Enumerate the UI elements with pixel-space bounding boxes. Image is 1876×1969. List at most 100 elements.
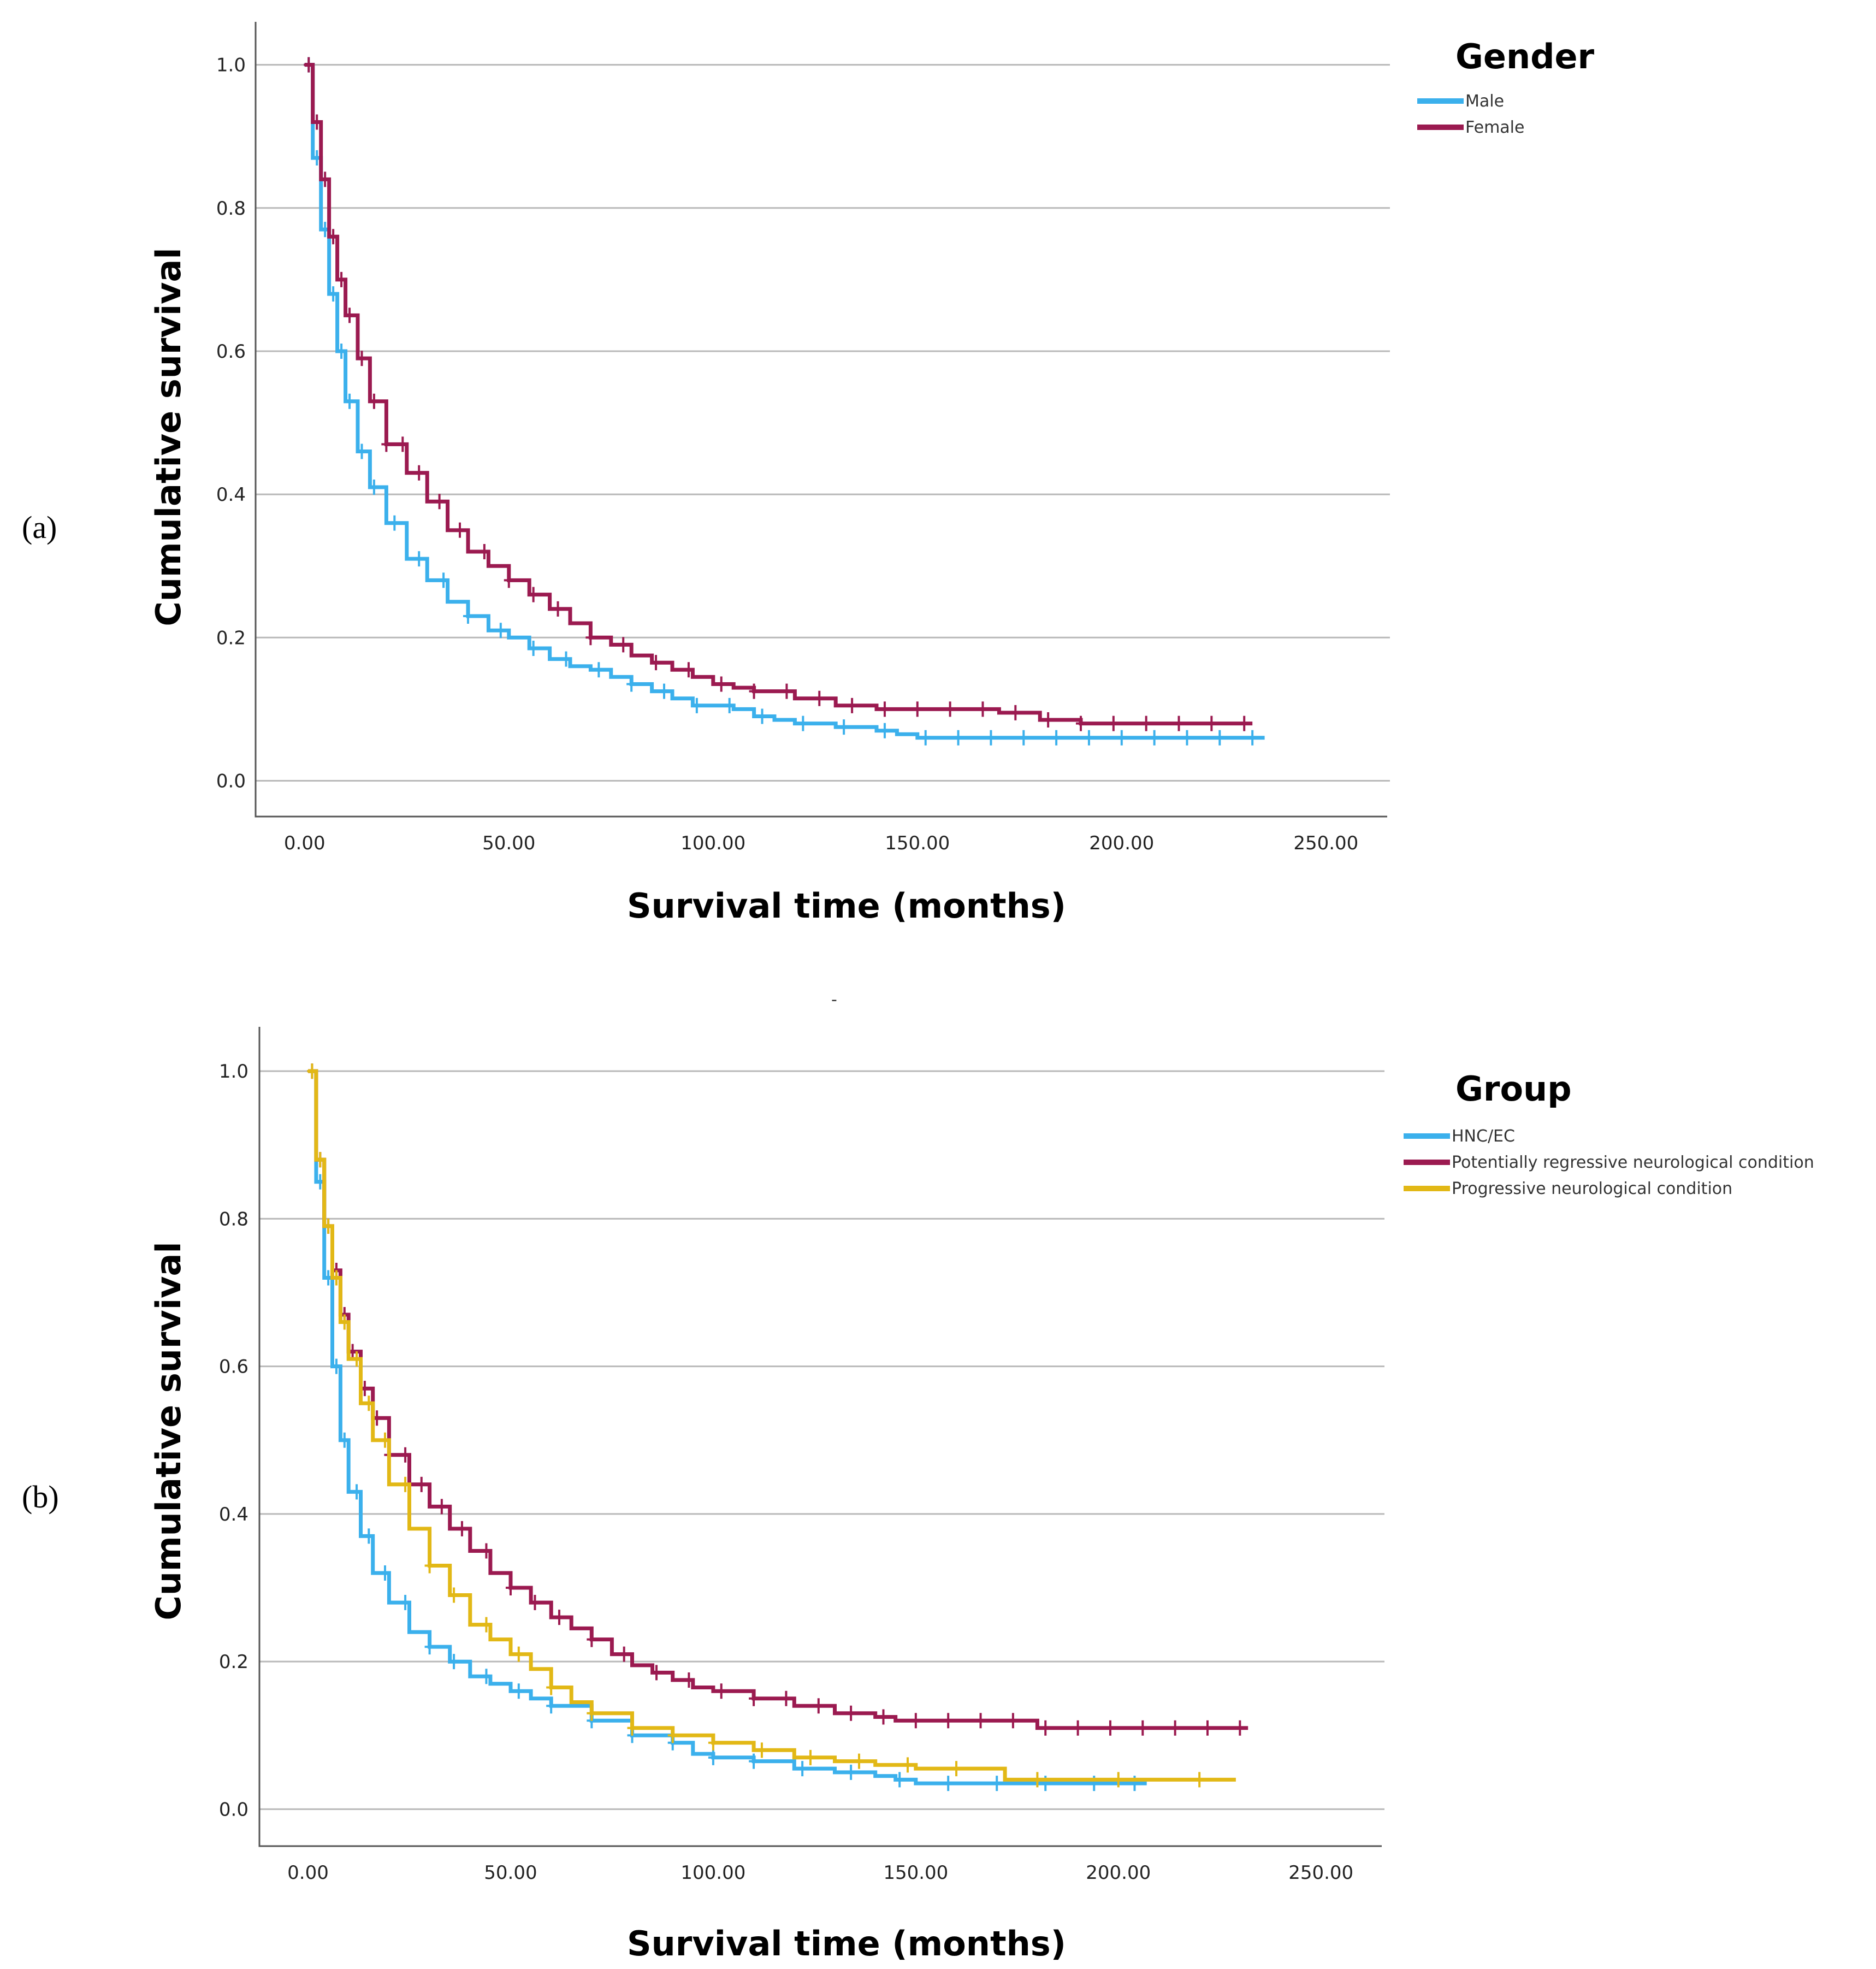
censor-mark	[1032, 1772, 1043, 1788]
censor-mark	[684, 1672, 694, 1688]
censor-mark	[481, 1617, 492, 1633]
legend-entry-label: Male	[1465, 92, 1504, 111]
censor-mark	[1170, 1720, 1180, 1736]
censor-mark	[626, 676, 637, 692]
survival-chart-gender: (a) 0.0 0.2 0.4 0.6 0.8 1.0 0.00 50.00 100.00 15…	[22, 22, 1595, 926]
x-tick-label: 250.00	[1293, 832, 1358, 854]
censor-mark	[749, 1753, 759, 1769]
censor-mark	[495, 623, 506, 638]
censor-mark	[1108, 716, 1119, 731]
stray-dash-mark: -	[831, 990, 837, 1009]
censor-mark	[479, 544, 489, 559]
censor-mark	[345, 393, 355, 409]
censor-mark	[1141, 716, 1151, 731]
censor-mark	[594, 662, 604, 678]
axis-frame	[255, 22, 1387, 818]
series-group	[304, 57, 1265, 746]
censor-mark	[978, 701, 988, 717]
censor-mark	[528, 640, 538, 656]
x-tick-label: 150.00	[883, 1862, 948, 1884]
censor-mark	[651, 655, 661, 671]
censor-mark	[439, 572, 449, 588]
legend: HNC/EC Potentially regressive neurologica…	[1404, 1127, 1814, 1198]
censor-mark	[782, 683, 792, 699]
censor-mark	[1235, 1720, 1245, 1736]
censor-mark	[455, 522, 465, 538]
x-tick-label: 0.00	[284, 832, 326, 854]
censor-mark	[1202, 1720, 1212, 1736]
censor-mark	[1149, 730, 1159, 746]
x-tick-label: 50.00	[484, 1862, 537, 1884]
censor-mark	[587, 1631, 597, 1647]
series-male	[304, 57, 1265, 746]
censor-mark	[320, 172, 330, 187]
censor-mark	[920, 730, 931, 746]
y-axis-ticks: 0.0 0.2 0.4 0.6 0.8 1.0	[216, 55, 246, 793]
censor-mark	[328, 286, 339, 302]
censor-mark	[585, 630, 596, 646]
censor-mark	[315, 1152, 326, 1168]
legend-entry-label: Potentially regressive neurological cond…	[1452, 1153, 1814, 1172]
legend-entry-label: Progressive neurological condition	[1452, 1179, 1732, 1198]
series-group	[307, 1063, 1248, 1791]
y-tick-label: 0.4	[219, 1504, 248, 1525]
censor-mark	[380, 1432, 390, 1448]
y-tick-label: 0.0	[216, 770, 246, 792]
censor-mark	[530, 1595, 540, 1611]
censor-mark	[339, 1314, 350, 1330]
censor-mark	[1247, 730, 1258, 746]
series-potentially-regressive-neurological-condition	[307, 1063, 1248, 1736]
series-progressive-neurological-condition	[307, 1063, 1236, 1788]
censor-mark	[691, 697, 702, 713]
censor-mark	[716, 1683, 726, 1699]
y-tick-label: 0.6	[216, 341, 246, 363]
censor-mark	[554, 1610, 564, 1625]
x-tick-label: 50.00	[482, 832, 535, 854]
censor-mark	[619, 1646, 629, 1662]
censor-mark	[357, 351, 367, 366]
censor-mark	[381, 436, 392, 452]
censor-mark	[380, 1565, 390, 1581]
censor-mark	[416, 1476, 427, 1492]
series-hnc-ec	[307, 1063, 1147, 1791]
y-tick-label: 0.6	[219, 1356, 248, 1378]
censor-mark	[910, 1713, 921, 1729]
censor-mark	[1040, 1720, 1051, 1736]
censor-mark	[708, 1749, 718, 1765]
censor-mark	[398, 436, 408, 452]
censor-mark	[813, 1698, 824, 1714]
censor-mark	[331, 1270, 341, 1286]
censor-mark	[781, 1690, 791, 1706]
y-tick-label: 1.0	[219, 1061, 248, 1083]
censor-mark	[943, 1776, 954, 1791]
x-axis-ticks: 0.00 50.00 100.00 150.00 200.00 250.00	[284, 832, 1358, 854]
grid-lines	[259, 1070, 1384, 1810]
censor-mark	[336, 343, 347, 359]
censor-mark	[424, 1558, 435, 1574]
censor-mark	[414, 551, 424, 567]
censor-mark	[449, 1587, 459, 1603]
censor-mark	[436, 1499, 447, 1515]
censor-mark	[1043, 712, 1054, 728]
censor-mark	[1113, 1772, 1123, 1788]
panel-label-b: (b)	[22, 1479, 59, 1515]
censor-mark	[986, 730, 996, 746]
censor-mark	[546, 1698, 557, 1714]
censor-mark	[504, 572, 514, 588]
censor-mark	[400, 1476, 411, 1492]
y-tick-label: 0.2	[216, 627, 246, 649]
censor-mark	[797, 1761, 808, 1777]
survival-chart-group: (b) - 0.0 0.2 0.4 0.6 0.8 1.0 0.00 50.00 100.00…	[22, 990, 1814, 1964]
censor-mark	[953, 730, 963, 746]
censor-mark	[307, 1063, 317, 1079]
survival-curve	[308, 1069, 1236, 1782]
censor-mark	[992, 1776, 1002, 1791]
censor-mark	[708, 1735, 718, 1751]
censor-mark	[369, 393, 379, 409]
censor-mark	[975, 1713, 986, 1729]
x-tick-label: 100.00	[680, 1862, 745, 1884]
censor-mark	[1010, 705, 1021, 720]
censor-mark	[369, 480, 379, 495]
censor-mark	[400, 1595, 411, 1611]
censor-mark	[805, 1749, 815, 1765]
